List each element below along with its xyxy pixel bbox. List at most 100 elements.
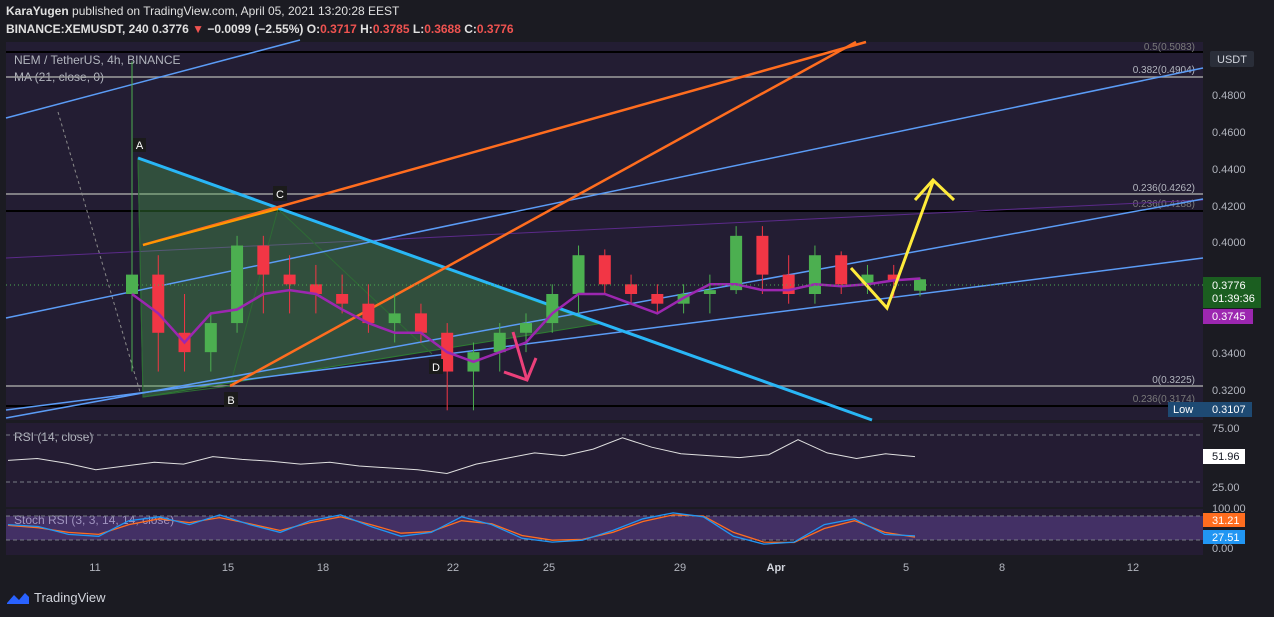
candle-body[interactable] <box>625 284 638 294</box>
purple-trendline[interactable] <box>5 199 1204 259</box>
rsi-line[interactable] <box>7 437 916 475</box>
candle-body[interactable] <box>388 313 401 324</box>
candle-body[interactable] <box>414 313 427 333</box>
candle-body[interactable] <box>808 255 821 294</box>
fib-label-0: 0(0.3225) <box>1152 375 1195 386</box>
blue-line-upper[interactable] <box>5 67 1204 319</box>
price-tick: 0.4200 <box>1212 201 1246 213</box>
low-value: 0.3107 <box>1212 404 1246 416</box>
published-text: published on TradingView.com, April 05, … <box>72 4 400 18</box>
tradingview-footer[interactable]: TradingView <box>6 590 106 605</box>
candle-body[interactable] <box>231 245 244 324</box>
price-pane[interactable] <box>6 42 1203 420</box>
blue-line-mid[interactable] <box>5 198 1204 419</box>
low-value: 0.3688 <box>424 22 461 36</box>
tradingview-logo-icon <box>7 592 29 604</box>
fib-label-0236a: 0.236(0.4262) <box>1133 183 1195 194</box>
stoch-pane[interactable] <box>6 509 1203 555</box>
candle-body[interactable] <box>283 274 296 285</box>
open-value: 0.3717 <box>320 22 357 36</box>
ma-line[interactable] <box>131 277 921 364</box>
point-a-marker: A <box>133 138 146 152</box>
time-tick: 15 <box>222 562 234 574</box>
point-d-marker: D <box>429 359 443 374</box>
candle-body[interactable] <box>204 323 217 353</box>
stoch-k-badge <box>1203 513 1245 527</box>
orange-line-short[interactable] <box>142 208 279 246</box>
high-label: H: <box>360 22 373 36</box>
candle-body[interactable] <box>152 274 165 333</box>
time-tick: 29 <box>674 562 686 574</box>
open-label: O: <box>306 22 321 36</box>
candle-body[interactable] <box>914 279 926 291</box>
point-c-marker: C <box>273 186 287 201</box>
stoch-d-line[interactable] <box>7 514 916 544</box>
stoch-k-value: 31.21 <box>1212 515 1240 527</box>
time-tick: 11 <box>89 562 100 574</box>
time-tick: 18 <box>317 562 329 574</box>
candle-body[interactable] <box>493 332 506 353</box>
ma-price-badge: 0.3745 <box>1203 309 1253 324</box>
candle-body[interactable] <box>520 323 532 333</box>
candle-body[interactable] <box>309 284 322 294</box>
countdown-label: 01:39:36 <box>1212 293 1255 305</box>
candle-body[interactable] <box>835 255 848 285</box>
point-a-label: A <box>136 140 144 152</box>
fib-levels[interactable]: 0.5(0.5083) 0.382(0.4904) 0.236(0.4262) … <box>6 42 1203 407</box>
stoch-k-line[interactable] <box>7 512 916 545</box>
currency-label: USDT <box>1217 54 1247 66</box>
rsi-tick-75: 75.00 <box>1212 423 1240 435</box>
ohlc-line: BINANCE:XEMUSDT, 240 0.3776 ▼ −0.0099 (−… <box>6 22 514 36</box>
tradingview-brand: TradingView <box>34 590 106 605</box>
candles[interactable] <box>126 61 926 411</box>
currency-button[interactable]: USDT <box>1210 51 1254 67</box>
price-tick: 0.3200 <box>1212 385 1246 397</box>
yellow-projection-arrow-icon[interactable] <box>849 177 956 311</box>
rsi-pane[interactable] <box>6 423 1203 507</box>
time-axis <box>6 555 1203 580</box>
candle-body[interactable] <box>257 245 270 275</box>
candle-body[interactable] <box>756 235 769 275</box>
time-tick: 5 <box>903 562 909 574</box>
fib-label-05: 0.5(0.5083) <box>1144 42 1195 53</box>
change-arrow-icon: ▼ <box>192 22 204 36</box>
point-b-label: B <box>227 395 234 407</box>
candle-body[interactable] <box>362 303 375 324</box>
point-c-label: C <box>276 189 284 201</box>
candle-body[interactable] <box>336 294 349 304</box>
candle-body[interactable] <box>598 255 611 285</box>
candle-body[interactable] <box>887 274 900 281</box>
publish-info: KaraYugen published on TradingView.com, … <box>6 4 399 18</box>
time-tick: 22 <box>447 562 459 574</box>
cyan-resistance-line[interactable] <box>137 156 873 422</box>
fib-label-0236c: 0.236(0.3174) <box>1133 394 1195 405</box>
rsi-tick-25: 25.00 <box>1212 482 1240 494</box>
price-ticks: 0.4800 0.4600 0.4400 0.4200 0.4000 0.340… <box>1212 90 1246 397</box>
stoch-band <box>6 516 1203 540</box>
fib-label-0236b: 0.236(0.4188) <box>1133 199 1195 210</box>
candle-body[interactable] <box>730 235 743 291</box>
candle-body[interactable] <box>703 290 716 294</box>
orange-line-upper[interactable] <box>142 40 867 247</box>
blue-line-lower[interactable] <box>5 257 1204 411</box>
last-price-badge: 0.3776 01:39:36 <box>1203 277 1261 308</box>
candle-body[interactable] <box>651 294 664 304</box>
ma-price-label: 0.3745 <box>1212 311 1246 323</box>
time-tick: 12 <box>1127 562 1139 574</box>
candle-body[interactable] <box>572 255 585 294</box>
candle-body[interactable] <box>126 274 138 294</box>
pink-down-arrow-icon[interactable] <box>503 331 538 382</box>
author-name: KaraYugen <box>6 4 69 18</box>
orange-line-lower[interactable] <box>229 40 857 388</box>
time-tick: Apr <box>767 562 787 574</box>
price-tick: 0.3400 <box>1212 348 1246 360</box>
chart-title: NEM / TetherUS, 4h, BINANCE <box>14 53 181 67</box>
dashed-trendline[interactable] <box>57 111 141 393</box>
candle-body[interactable] <box>861 274 874 285</box>
low-label: Low <box>1173 404 1193 416</box>
blue-line-top[interactable] <box>5 39 301 119</box>
point-d-label: D <box>432 362 440 374</box>
symbol-label: BINANCE:XEMUSDT, 240 <box>6 22 149 36</box>
price-tick: 0.4000 <box>1212 237 1246 249</box>
